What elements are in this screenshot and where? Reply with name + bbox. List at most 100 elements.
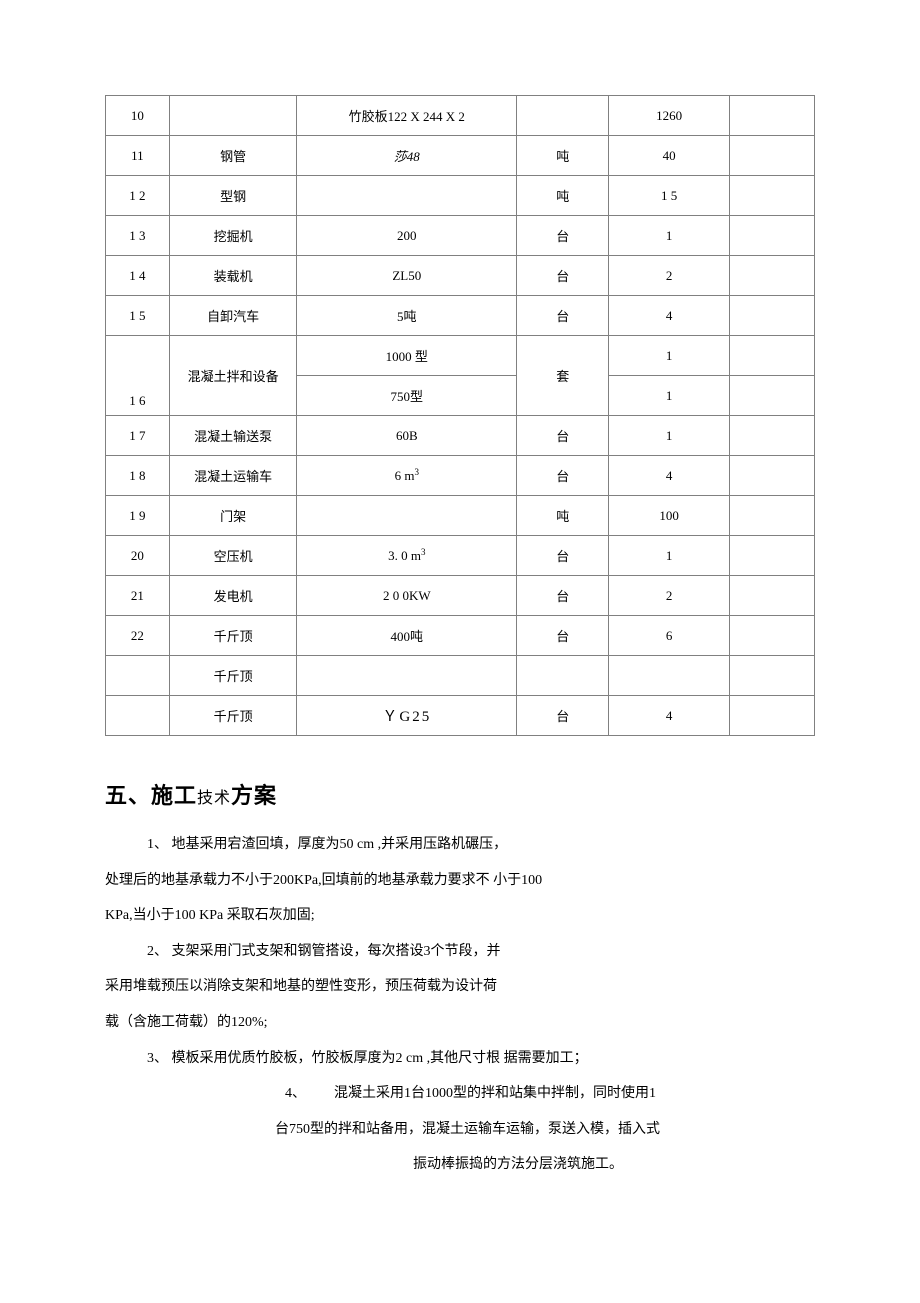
- table-row: 千斤顶ＹG25台4: [106, 696, 815, 736]
- table-row: 1 2型钢吨1 5: [106, 176, 815, 216]
- table-cell: 6 m3: [297, 456, 517, 496]
- table-cell: 200: [297, 216, 517, 256]
- table-cell: [729, 96, 814, 136]
- table-cell: [729, 256, 814, 296]
- table-cell: [106, 656, 170, 696]
- table-cell: 台: [517, 536, 609, 576]
- table-cell: 千斤顶: [169, 696, 297, 736]
- table-cell: 1 7: [106, 416, 170, 456]
- table-cell: [297, 496, 517, 536]
- table-cell: 装载机: [169, 256, 297, 296]
- table-cell: [169, 96, 297, 136]
- table-cell: [729, 216, 814, 256]
- table-row: 10 竹胶板122 X 244 X 2 1260: [106, 96, 815, 136]
- table-cell: [729, 336, 814, 376]
- table-row: 1 9门架吨100: [106, 496, 815, 536]
- table-cell: 挖掘机: [169, 216, 297, 256]
- table-row: 21发电机2 0 0KW台2: [106, 576, 815, 616]
- table-cell: 发电机: [169, 576, 297, 616]
- table-cell: 1 6: [106, 336, 170, 416]
- paragraph-3: KPa,当小于100 KPa 采取石灰加固;: [105, 899, 815, 933]
- table-cell: 4: [609, 296, 730, 336]
- table-cell: [729, 456, 814, 496]
- table-cell: 1 3: [106, 216, 170, 256]
- table-cell: [297, 656, 517, 696]
- table-cell: [729, 416, 814, 456]
- table-cell: [729, 136, 814, 176]
- table-cell: 5吨: [297, 296, 517, 336]
- table-cell: [517, 656, 609, 696]
- table-cell: 4: [609, 456, 730, 496]
- table-cell: [729, 376, 814, 416]
- table-cell: 吨: [517, 136, 609, 176]
- table-cell: 台: [517, 576, 609, 616]
- table-cell: 1 9: [106, 496, 170, 536]
- table-cell: 10: [106, 96, 170, 136]
- section-heading: 五、施工技术方案: [105, 778, 815, 810]
- paragraph-9: 台750型的拌和站备用，混凝土运输车运输，泵送入模，插入式: [105, 1113, 815, 1147]
- table-cell: 1 4: [106, 256, 170, 296]
- table-cell: 22: [106, 616, 170, 656]
- table-cell: 竹胶板122 X 244 X 2: [297, 96, 517, 136]
- table-cell: [517, 96, 609, 136]
- table-cell: 千斤顶: [169, 656, 297, 696]
- table-row: 22千斤顶400吨台6: [106, 616, 815, 656]
- table-cell: 1: [609, 336, 730, 376]
- table-cell: 1 5: [609, 176, 730, 216]
- table-cell: 门架: [169, 496, 297, 536]
- table-cell: 台: [517, 256, 609, 296]
- paragraph-5: 采用堆载预压以消除支架和地基的塑性变形，预压荷载为设计荷: [105, 970, 815, 1004]
- table-cell: 400吨: [297, 616, 517, 656]
- table-cell: 混凝土运输车: [169, 456, 297, 496]
- table-cell: 1260: [609, 96, 730, 136]
- table-row: 1 5自卸汽车5吨台4: [106, 296, 815, 336]
- table-cell: 2 0 0KW: [297, 576, 517, 616]
- table-cell: 空压机: [169, 536, 297, 576]
- table-cell: 吨: [517, 496, 609, 536]
- table-row: 11钢管莎48吨40: [106, 136, 815, 176]
- paragraph-6: 载（含施工荷载）的120%;: [105, 1006, 815, 1040]
- table-cell: 套: [517, 336, 609, 416]
- paragraph-10: 振动棒振捣的方法分层浇筑施工。: [105, 1148, 815, 1182]
- paragraph-4: 2、 支架采用门式支架和钢管搭设，每次搭设3个节段，并: [105, 935, 815, 969]
- table-cell: 台: [517, 296, 609, 336]
- table-cell: 1000 型: [297, 336, 517, 376]
- table-cell: 吨: [517, 176, 609, 216]
- table-cell: 自卸汽车: [169, 296, 297, 336]
- table-cell: [729, 496, 814, 536]
- section-content: 1、 地基采用宕渣回填，厚度为50 cm ,并采用压路机碾压， 处理后的地基承载…: [105, 828, 815, 1182]
- table-cell: [729, 576, 814, 616]
- table-cell: [729, 696, 814, 736]
- table-cell: [106, 696, 170, 736]
- table-cell: [729, 176, 814, 216]
- table-cell: ZL50: [297, 256, 517, 296]
- table-cell: 钢管: [169, 136, 297, 176]
- table-cell: 6: [609, 616, 730, 656]
- table-cell: 60B: [297, 416, 517, 456]
- table-row: 1 6混凝土拌和设备1000 型套1: [106, 336, 815, 376]
- table-cell: 2: [609, 576, 730, 616]
- table-cell: 1: [609, 536, 730, 576]
- table-cell: ＹG25: [297, 696, 517, 736]
- table-cell: 1 8: [106, 456, 170, 496]
- table-row: 1 4装载机ZL50台2: [106, 256, 815, 296]
- table-row: 1 3挖掘机200台1: [106, 216, 815, 256]
- table-cell: 混凝土拌和设备: [169, 336, 297, 416]
- table-cell: [297, 176, 517, 216]
- table-cell: 1: [609, 416, 730, 456]
- table-cell: 千斤顶: [169, 616, 297, 656]
- table-cell: 台: [517, 216, 609, 256]
- table-cell: 20: [106, 536, 170, 576]
- table-cell: 2: [609, 256, 730, 296]
- equipment-table: 10 竹胶板122 X 244 X 2 126011钢管莎48吨401 2型钢吨1 …: [105, 95, 815, 736]
- table-cell: 1: [609, 376, 730, 416]
- table-cell: [729, 536, 814, 576]
- paragraph-2: 处理后的地基承载力不小于200KPa,回填前的地基承载力要求不 小于100: [105, 864, 815, 898]
- paragraph-1: 1、 地基采用宕渣回填，厚度为50 cm ,并采用压路机碾压，: [105, 828, 815, 862]
- table-cell: [609, 656, 730, 696]
- table-cell: 40: [609, 136, 730, 176]
- table-row: 1 7混凝土输送泵60B台1: [106, 416, 815, 456]
- table-cell: 台: [517, 456, 609, 496]
- table-cell: 混凝土输送泵: [169, 416, 297, 456]
- table-cell: 台: [517, 696, 609, 736]
